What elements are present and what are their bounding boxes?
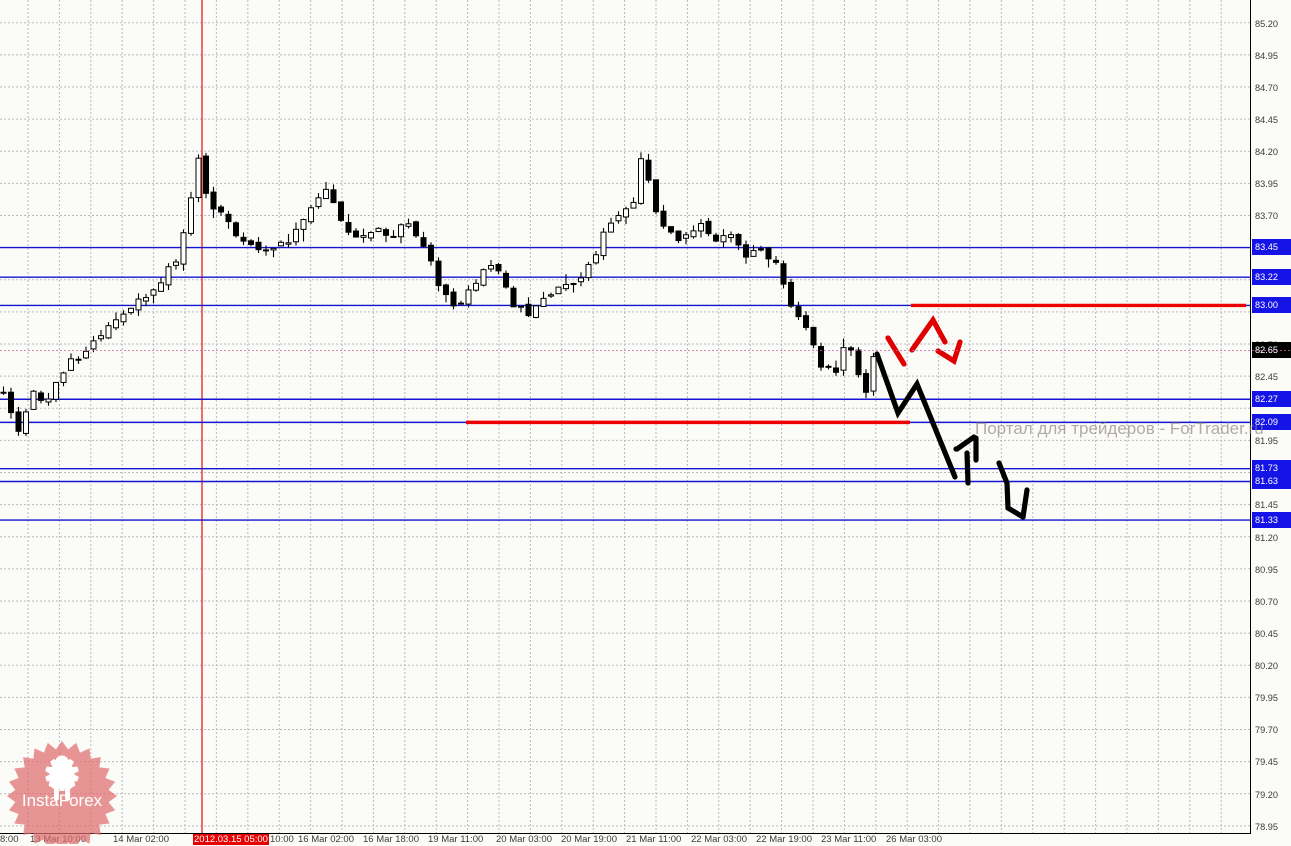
svg-text:InstaForex: InstaForex [22, 791, 103, 810]
